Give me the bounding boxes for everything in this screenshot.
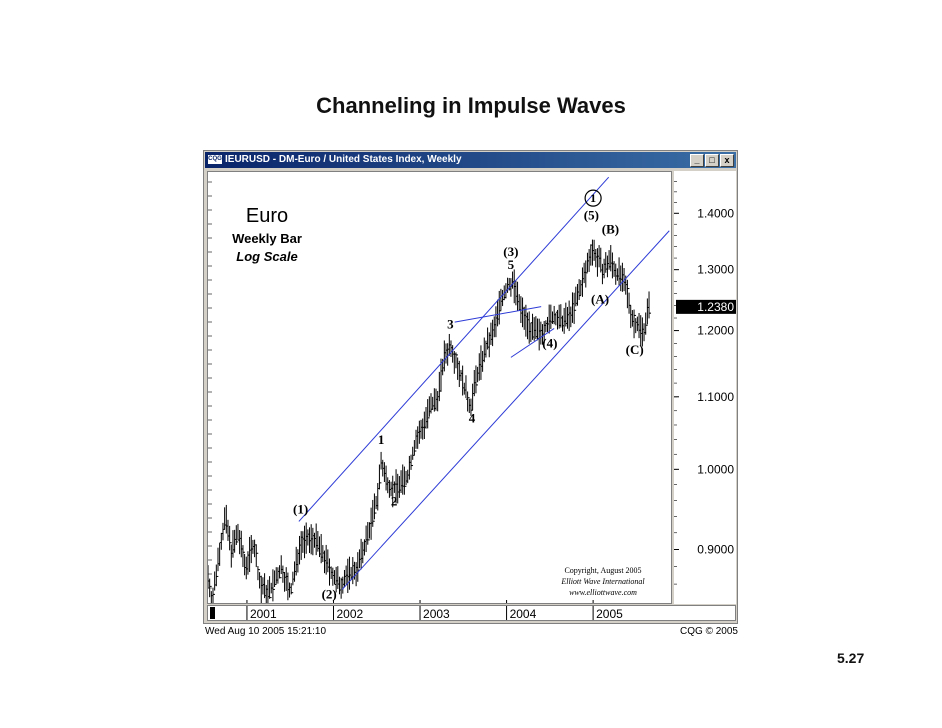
- price-bar: [257, 565, 260, 581]
- price-bar: [279, 565, 282, 579]
- price-bar: [413, 440, 417, 456]
- date-axis: 2001 2002 2003 2004 2005: [207, 605, 736, 621]
- price-bar: [626, 279, 630, 309]
- wave-label: (3): [503, 244, 518, 259]
- price-bar: [427, 399, 430, 429]
- price-bar: [274, 570, 277, 587]
- channel-line: [341, 230, 670, 590]
- price-bar: [403, 466, 407, 495]
- price-axis: 1.4000 1.3000 1.2000 1.1000 1.0000 0.9000 1.23…: [674, 171, 736, 604]
- price-bar: [269, 576, 272, 599]
- close-button[interactable]: x: [720, 154, 734, 167]
- scroll-marker: [210, 607, 215, 619]
- chart-copyright-line: Elliott Wave International: [560, 577, 645, 586]
- price-bar: [410, 454, 414, 470]
- channel-line: [510, 328, 555, 358]
- price-bar: [498, 290, 502, 325]
- wave-label: (2): [322, 586, 337, 601]
- wave-label-circle: [584, 189, 602, 207]
- wave-label: (5): [584, 208, 599, 223]
- price-bar: [455, 352, 458, 369]
- wave-label: (4): [542, 336, 557, 351]
- price-bar: [372, 499, 375, 527]
- maximize-button[interactable]: □: [705, 154, 719, 167]
- channel-line: [298, 176, 610, 522]
- window-title-bar[interactable]: CQG IEURUSD - DM-Euro / United States Ind…: [205, 152, 736, 168]
- price-axis-svg: 1.4000 1.3000 1.2000 1.1000 1.0000 0.9000 1.23…: [674, 181, 736, 585]
- y-tick-label: 1.3000: [697, 263, 734, 277]
- channel-line: [454, 306, 542, 323]
- y-tick-label: 1.4000: [697, 206, 734, 220]
- wave-label: 5: [508, 257, 515, 272]
- cqg-app-icon: CQG: [208, 154, 222, 164]
- page-number: 5.27: [837, 650, 865, 666]
- chart-copyright-line: www.elliottwave.com: [569, 588, 637, 597]
- price-bar: [475, 365, 478, 394]
- price-bar: [367, 522, 370, 545]
- wave-label: 3: [447, 316, 454, 331]
- price-bar: [573, 292, 577, 324]
- status-copyright: CQG © 2005: [680, 626, 738, 637]
- x-tick-label: 2003: [423, 607, 450, 620]
- status-timestamp: Wed Aug 10 2005 15:21:10: [205, 626, 327, 637]
- wave-label: (1): [293, 501, 308, 516]
- y-tick-label: 1.2000: [697, 324, 734, 338]
- y-tick-label: 0.9000: [697, 542, 734, 556]
- window-title: IEURUSD - DM-Euro / United States Index,…: [225, 154, 462, 165]
- last-price-label: 1.2380: [697, 300, 734, 314]
- wave-label: 2: [391, 493, 398, 508]
- price-bar: [378, 464, 382, 490]
- price-bar: [585, 260, 588, 288]
- wave-label: (A): [591, 292, 609, 307]
- plot-area: (1) (2) 1 2 3 4 (3) 5 (4) (5) (B) (A) (C) 1 Euro Weekly…: [207, 171, 672, 614]
- last-price-marker: [676, 299, 736, 314]
- price-bar: [412, 446, 415, 460]
- price-bar: [235, 525, 239, 546]
- wave-label: 4: [469, 410, 476, 425]
- wave-label: (B): [602, 222, 619, 237]
- price-bar: [373, 493, 377, 520]
- price-bar: [578, 279, 582, 301]
- chart-subtitle-weekly-bar: Weekly Bar: [232, 231, 302, 246]
- date-axis-svg: 2001 2002 2003 2004 2005: [210, 606, 623, 621]
- circled-wave-label: 1: [584, 189, 602, 207]
- window-controls: _ □ x: [689, 153, 734, 169]
- y-tick-label: 1.0000: [697, 462, 734, 476]
- price-bar: [467, 391, 470, 412]
- minimize-button[interactable]: _: [690, 154, 704, 167]
- price-bar: [290, 583, 294, 595]
- x-tick-label: 2005: [596, 607, 623, 620]
- chart-title: Euro: [246, 205, 288, 227]
- x-tick-label: 2001: [250, 607, 277, 620]
- x-tick-label: 2004: [510, 607, 537, 620]
- price-bar: [645, 312, 648, 335]
- price-bar: [255, 544, 259, 568]
- wave-label: (C): [626, 342, 644, 357]
- y-tick-label: 1.1000: [697, 390, 734, 404]
- price-bar: [209, 578, 212, 598]
- price-bar: [628, 292, 632, 314]
- status-bar: Wed Aug 10 2005 15:21:10 CQG © 2005: [203, 626, 738, 638]
- price-bar: [242, 545, 245, 568]
- price-chart: (1) (2) 1 2 3 4 (3)5 (4) (5)(B) (A) (C) 1 Euro Weekly…: [207, 176, 670, 614]
- price-bar: [229, 525, 232, 551]
- slide-title: Channeling in Impulse Waves: [316, 93, 626, 118]
- price-bar: [633, 309, 637, 339]
- price-bar: [272, 569, 275, 602]
- price-bar: [648, 291, 652, 319]
- x-tick-label: 2002: [336, 607, 363, 620]
- chart-subtitle-log-scale: Log Scale: [236, 249, 297, 264]
- circled-wave-number: 1: [590, 191, 596, 205]
- price-bar: [215, 564, 219, 587]
- chart-copyright-line: Copyright, August 2005: [564, 566, 641, 575]
- chart-window: CQG IEURUSD - DM-Euro / United States Ind…: [203, 150, 738, 624]
- wave-label: 1: [378, 432, 385, 447]
